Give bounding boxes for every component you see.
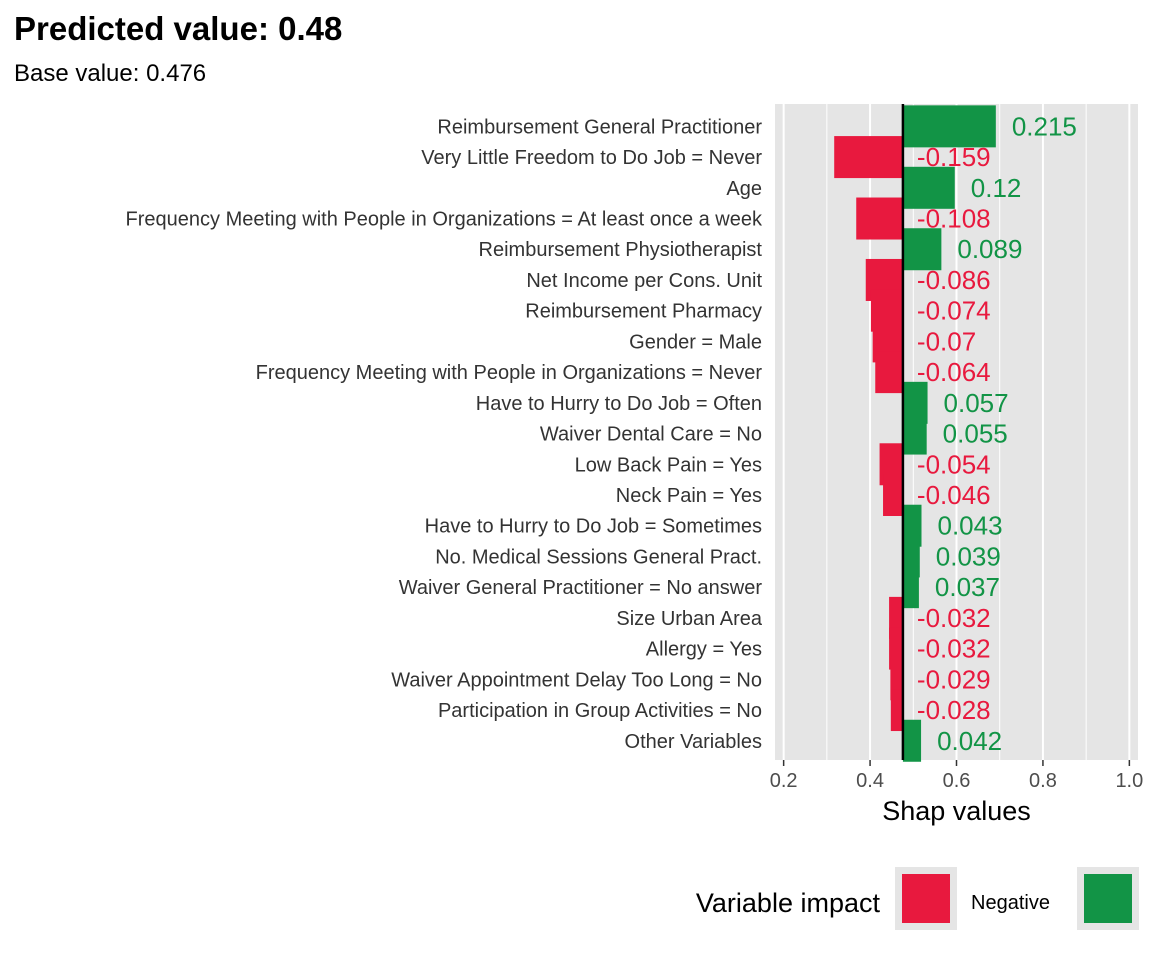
value-label: 0.057 [944,388,1009,418]
x-axis-title: Shap values [882,796,1031,826]
value-label: -0.032 [917,603,991,633]
bar [883,474,903,516]
value-label: 0.215 [1012,111,1077,141]
category-label: Gender = Male [629,331,762,353]
value-labels: 0.215-0.1590.12-0.1080.089-0.086-0.074-0… [917,111,1077,755]
category-label: Participation in Group Activities = No [438,700,762,722]
category-label: Neck Pain = Yes [616,485,762,507]
bar [902,166,955,209]
value-label: 0.042 [937,726,1002,756]
grid-lines [782,104,1131,760]
value-label: -0.108 [917,204,991,234]
legend-title: Variable impact [696,888,881,918]
category-label: Have to Hurry to Do Job = Sometimes [425,516,762,538]
value-label: 0.039 [936,541,1001,571]
x-ticks: 0.2 0.4 0.6 0.8 1.0 [770,760,1143,792]
category-label: Allergy = Yes [646,639,762,661]
category-label: Low Back Pain = Yes [575,454,762,476]
x-tick-label: 0.6 [943,770,971,792]
value-label: -0.029 [917,664,991,694]
category-label: Reimbursement General Practitioner [437,116,762,138]
bar [902,228,942,271]
legend-label-negative: Negative [971,892,1050,914]
value-label: 0.037 [935,572,1000,602]
value-label: -0.028 [917,695,991,725]
category-label: No. Medical Sessions General Pract. [435,546,762,568]
legend: Variable impact Negative [696,867,1139,930]
category-label: Frequency Meeting with People in Organiz… [126,209,763,231]
category-label: Net Income per Cons. Unit [526,270,762,292]
value-label: 0.043 [937,511,1002,541]
legend-key-positive [1084,874,1132,923]
category-label: Age [726,178,762,200]
x-tick-label: 0.2 [770,770,798,792]
value-label: -0.074 [917,296,991,326]
category-label: Size Urban Area [616,608,763,630]
value-label: -0.046 [917,480,991,510]
bar [890,689,903,732]
value-label: 0.055 [943,419,1008,449]
chart-title: Predicted value: 0.48 [14,10,343,47]
category-label: Other Variables [625,731,762,753]
chart-subtitle: Base value: 0.476 [14,60,207,87]
bar [902,719,922,762]
category-label: Waiver Appointment Delay Too Long = No [391,669,762,691]
value-label: -0.054 [917,449,991,479]
bars [834,105,996,762]
bar [902,566,919,609]
category-label: Very Little Freedom to Do Job = Never [421,147,762,169]
value-label: -0.086 [917,265,991,295]
category-labels: Reimbursement General Practitioner Very L… [126,116,763,752]
bar [856,197,903,240]
legend-key-negative [902,874,950,923]
x-tick-label: 1.0 [1115,770,1143,792]
category-label: Waiver Dental Care = No [540,424,762,446]
bar [834,136,903,179]
x-tick-label: 0.4 [856,770,884,792]
value-label: -0.07 [917,326,976,356]
value-label: -0.032 [917,634,991,664]
value-label: -0.159 [917,142,991,172]
value-label: -0.064 [917,357,991,387]
category-label: Reimbursement Pharmacy [525,301,762,323]
value-label: 0.12 [971,173,1022,203]
category-label: Have to Hurry to Do Job = Often [476,393,762,415]
category-label: Reimbursement Physiotherapist [479,239,763,261]
bar [902,105,996,148]
category-label: Waiver General Practitioner = No answer [399,577,763,599]
bar [875,351,903,394]
bar [902,412,927,455]
value-label: 0.089 [957,234,1022,264]
category-label: Frequency Meeting with People in Organiz… [256,362,763,384]
x-tick-label: 0.8 [1029,770,1057,792]
